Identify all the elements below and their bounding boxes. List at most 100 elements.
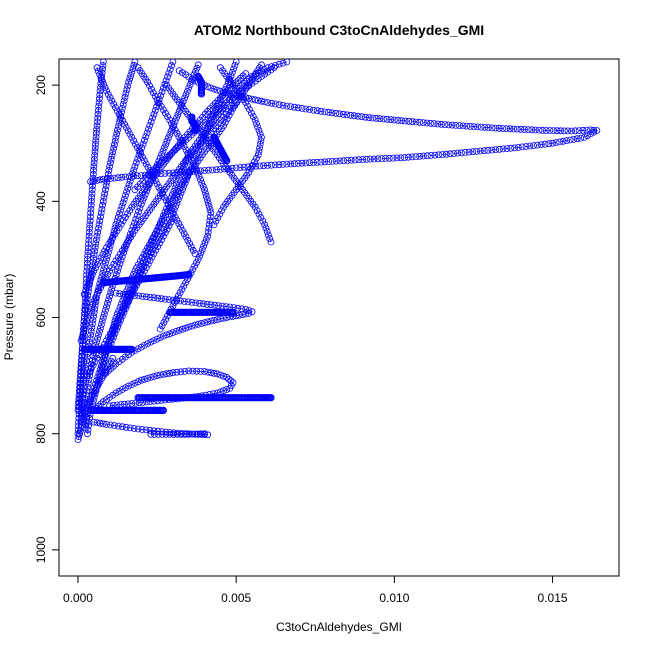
data-point [559,137,567,145]
data-point [174,196,182,204]
data-point [328,109,336,117]
data-point [94,228,102,236]
data-point [355,156,363,164]
data-point [439,151,446,158]
data-point [253,207,261,215]
data-point [84,314,91,321]
data-point [218,92,226,100]
data-point [258,97,265,105]
data-point [189,367,197,375]
data-point [185,168,193,176]
data-point [366,155,374,163]
data-point [188,322,196,330]
series-10 [99,289,256,380]
data-point [568,127,575,135]
series-14 [80,70,250,298]
data-point [383,115,391,123]
data-point [201,430,208,438]
data-point [93,338,100,346]
data-point [202,192,210,200]
data-point [102,186,109,194]
data-point [210,85,218,93]
data-point [223,115,231,123]
data-point [389,154,397,162]
data-point [114,316,122,324]
data-point [96,91,104,99]
data-point [91,243,99,251]
data-point [317,158,325,166]
data-point [123,188,130,196]
data-point [220,372,227,380]
data-point [111,174,118,182]
data-point [95,331,102,339]
data-point [85,236,93,244]
data-point [90,297,98,305]
data-point [180,298,188,305]
data-point [258,133,265,141]
data-point [114,126,121,134]
data-point [90,418,98,426]
data-point [169,59,177,66]
data-point [82,361,90,368]
plot-area [58,58,620,577]
data-point [264,231,272,239]
data-point [90,177,98,185]
data-point [248,73,256,80]
data-point [380,115,387,123]
data-point [111,422,118,429]
data-point [107,159,114,167]
data-point [238,82,246,90]
data-point [521,126,528,133]
data-point [99,420,107,428]
data-point [163,205,171,213]
data-point [91,155,98,163]
data-point [84,379,92,387]
data-point [173,114,180,122]
data-point [110,260,118,268]
data-point [221,89,229,97]
data-point [122,384,129,392]
data-point [169,369,177,377]
data-point [242,70,250,77]
data-point [111,141,118,149]
data-point [93,354,101,362]
data-point [183,88,191,95]
data-point [123,240,130,248]
data-point [325,108,332,116]
data-point [99,250,107,258]
data-point [129,223,137,231]
data-point [120,97,128,105]
data-point [112,104,119,111]
data-point [236,164,244,172]
data-point [139,292,146,300]
data-point [181,168,189,176]
data-point [275,161,283,169]
data-point [193,149,201,157]
data-point [153,335,161,343]
data-point [154,430,162,438]
data-point [140,267,148,275]
data-point [140,136,148,144]
data-point [86,368,93,376]
data-point [175,133,183,141]
data-point [97,254,105,262]
data-point [256,144,264,152]
data-point [340,157,348,165]
data-point [120,290,127,298]
data-point [513,125,521,133]
data-point [223,157,231,165]
data-point [114,254,122,261]
data-point [191,321,199,329]
data-point [117,114,125,121]
data-point [83,353,91,361]
series-line [77,61,104,434]
data-point [223,82,231,90]
data-point [248,95,256,103]
data-point [385,154,393,162]
data-point [101,84,109,91]
data-point [139,153,147,161]
data-point [104,270,112,278]
data-point [518,143,526,151]
data-point [82,287,90,295]
